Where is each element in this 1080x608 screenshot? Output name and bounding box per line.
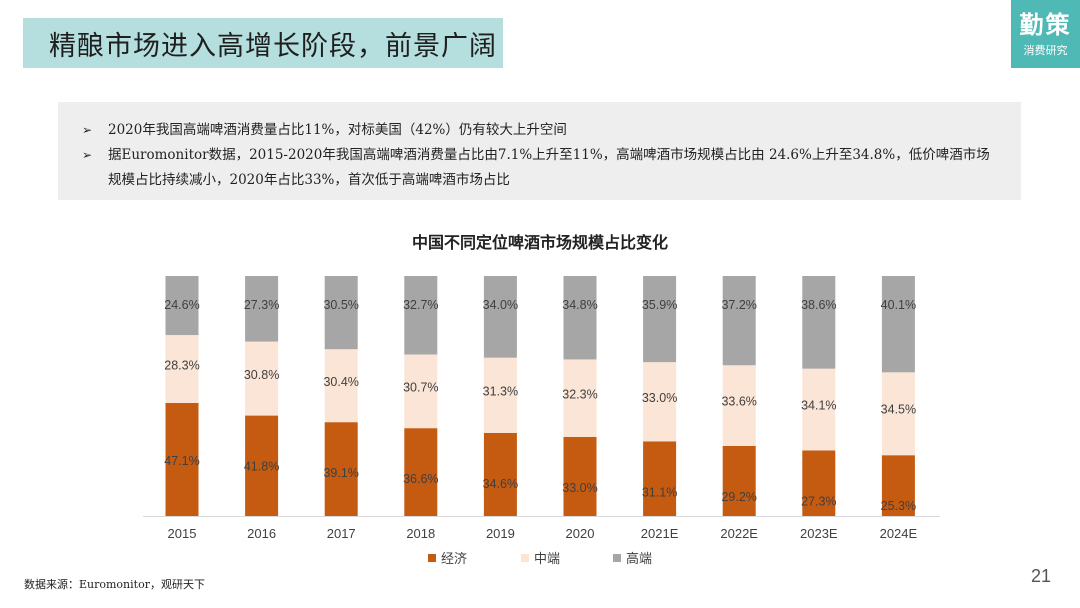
bar-mid-2021E (643, 362, 677, 442)
data-label-mid-2019: 31.3% (483, 385, 518, 399)
legend-label-economy: 经济 (441, 552, 467, 567)
bar-premium-2019 (483, 276, 517, 358)
bar-mid-2018 (404, 354, 438, 429)
legend-swatch-economy (428, 554, 436, 562)
x-tick-label-2015: 2015 (168, 526, 197, 541)
data-label-premium-2017: 30.5% (323, 298, 358, 312)
bar-economy-2024E (881, 455, 915, 516)
x-tick-label-2019: 2019 (486, 526, 515, 541)
bar-premium-2023E (802, 276, 836, 369)
bar-economy-2015 (165, 402, 199, 516)
data-label-economy-2015: 47.1% (164, 454, 199, 468)
title-banner: 精酿市场进入高增长阶段，前景广阔 (23, 18, 503, 68)
data-label-premium-2020: 34.8% (562, 298, 597, 312)
data-label-mid-2024E: 34.5% (881, 403, 916, 417)
x-tick-label-2023E: 2023E (800, 526, 838, 541)
legend-swatch-mid (521, 554, 529, 562)
data-label-economy-2016: 41.8% (244, 460, 279, 474)
chart-title: 中国不同定位啤酒市场规模占比变化 (411, 233, 668, 252)
bar-mid-2017 (324, 349, 358, 423)
bar-premium-2015 (165, 276, 199, 336)
page-number: 21 (1031, 566, 1052, 586)
bar-economy-2023E (802, 450, 836, 516)
bar-mid-2023E (802, 368, 836, 451)
data-label-premium-2015: 24.6% (164, 298, 199, 312)
arrow-bullet-icon: ➢ (82, 148, 93, 162)
bar-premium-2022E (722, 276, 756, 366)
x-tick-label-2016: 2016 (247, 526, 276, 541)
data-label-mid-2016: 30.8% (244, 368, 279, 382)
data-label-premium-2019: 34.0% (483, 298, 518, 312)
legend-label-mid: 中端 (534, 552, 560, 567)
data-label-premium-2022E: 37.2% (721, 298, 756, 312)
data-label-economy-2020: 33.0% (562, 481, 597, 495)
x-tick-label-2022E: 2022E (720, 526, 758, 541)
data-label-economy-2017: 39.1% (323, 466, 358, 480)
data-label-mid-2017: 30.4% (323, 375, 358, 389)
legend-swatch-premium (613, 554, 621, 562)
bar-economy-2016 (245, 415, 279, 516)
data-label-mid-2015: 28.3% (164, 359, 199, 373)
data-source: 数据来源：Euromonitor，观研天下 (24, 578, 205, 591)
data-label-premium-2024E: 40.1% (881, 298, 916, 312)
x-tick-label-2017: 2017 (327, 526, 356, 541)
data-label-mid-2018: 30.7% (403, 381, 438, 395)
bar-mid-2024E (881, 372, 915, 456)
data-label-economy-2019: 34.6% (483, 477, 518, 491)
bullet-text: 据Euromonitor数据，2015-2020年我国高端啤酒消费量占比由7.1… (108, 147, 990, 188)
bar-economy-2017 (324, 422, 358, 516)
bar-mid-2022E (722, 365, 756, 446)
data-label-mid-2022E: 33.6% (721, 395, 756, 409)
brand-logo: 勤策 消费研究 (1011, 0, 1080, 68)
data-label-premium-2016: 27.3% (244, 298, 279, 312)
x-tick-label-2024E: 2024E (880, 526, 918, 541)
page-title: 精酿市场进入高增长阶段，前景广阔 (49, 30, 497, 62)
bar-economy-2018 (404, 428, 438, 516)
bar-premium-2020 (563, 276, 597, 360)
bar-premium-2018 (404, 276, 438, 355)
arrow-bullet-icon: ➢ (82, 123, 93, 137)
data-label-economy-2018: 36.6% (403, 472, 438, 486)
bar-premium-2016 (245, 276, 279, 342)
data-label-economy-2021E: 31.1% (642, 485, 677, 499)
bar-economy-2020 (563, 436, 597, 516)
bar-mid-2016 (245, 341, 279, 416)
x-tick-label-2021E: 2021E (641, 526, 679, 541)
data-label-economy-2024E: 25.3% (881, 499, 916, 513)
data-label-mid-2021E: 33.0% (642, 391, 677, 405)
data-label-mid-2020: 32.3% (562, 387, 597, 401)
x-tick-label-2018: 2018 (406, 526, 435, 541)
x-tick-label-2020: 2020 (566, 526, 595, 541)
bar-economy-2021E (643, 441, 677, 516)
bar-mid-2020 (563, 359, 597, 437)
bar-mid-2019 (483, 357, 517, 433)
data-label-premium-2021E: 35.9% (642, 298, 677, 312)
data-label-premium-2023E: 38.6% (801, 298, 836, 312)
data-label-mid-2023E: 34.1% (801, 398, 836, 412)
data-label-economy-2023E: 27.3% (801, 494, 836, 508)
data-label-economy-2022E: 29.2% (721, 490, 756, 504)
bar-premium-2021E (643, 276, 677, 363)
logo-main-text: 勤策 (1019, 10, 1072, 39)
bar-premium-2017 (324, 276, 358, 350)
logo-sub-text: 消费研究 (1023, 44, 1068, 57)
bar-economy-2019 (483, 432, 517, 516)
bar-premium-2024E (881, 276, 915, 373)
bullet-item: ➢ 2020年我国高端啤酒消费量占比11%，对标美国（42%）仍有较大上升空间 (78, 118, 1001, 143)
bar-economy-2022E (722, 445, 756, 516)
legend-label-premium: 高端 (626, 551, 652, 567)
bullet-item: ➢ 据Euromonitor数据，2015-2020年我国高端啤酒消费量占比由7… (78, 143, 1001, 193)
data-label-premium-2018: 32.7% (403, 298, 438, 312)
bar-mid-2015 (165, 335, 199, 403)
bullet-text: 2020年我国高端啤酒消费量占比11%，对标美国（42%）仍有较大上升空间 (108, 122, 567, 138)
summary-box: ➢ 2020年我国高端啤酒消费量占比11%，对标美国（42%）仍有较大上升空间 … (58, 102, 1021, 200)
